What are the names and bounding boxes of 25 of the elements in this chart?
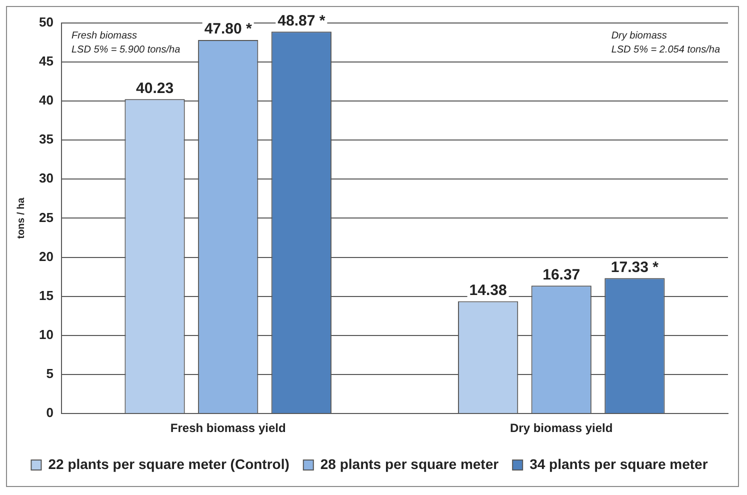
y-tick-label: 5 bbox=[46, 366, 54, 382]
y-tick-label: 25 bbox=[38, 210, 54, 225]
x-tick-label: Dry biomass yield bbox=[510, 421, 613, 436]
annotation: Dry biomass LSD 5% = 2.054 tons/ha bbox=[611, 30, 720, 56]
y-tick-label: 15 bbox=[38, 288, 54, 303]
data-label: 17.33 * bbox=[610, 258, 659, 276]
y-axis-title: tons / ha bbox=[16, 197, 27, 239]
data-label: 47.80 * bbox=[204, 20, 252, 38]
legend-label: 34 plants per square meter bbox=[530, 456, 708, 472]
x-tick-label: Fresh biomass yield bbox=[170, 421, 286, 436]
data-label: 40.23 bbox=[136, 80, 174, 97]
y-tick-label: 20 bbox=[38, 248, 54, 264]
y-tick-label: 50 bbox=[38, 14, 54, 30]
y-tick-label: 35 bbox=[38, 132, 54, 147]
data-label: 14.38 bbox=[469, 282, 507, 299]
legend-label: 28 plants per square meter bbox=[320, 456, 500, 472]
y-tick-label: 30 bbox=[38, 170, 54, 186]
data-label: 48.87 * bbox=[278, 12, 326, 30]
y-tick-label: 45 bbox=[38, 53, 54, 68]
y-tick-label: 0 bbox=[46, 405, 54, 420]
data-label: 16.37 bbox=[542, 266, 580, 284]
annotation: Fresh biomass LSD 5% = 5.900 tons/ha bbox=[71, 30, 181, 56]
legend-label: 22 plants per square meter (Control) bbox=[48, 456, 290, 472]
y-tick-label: 40 bbox=[38, 92, 54, 108]
y-tick-label: 10 bbox=[38, 327, 54, 342]
